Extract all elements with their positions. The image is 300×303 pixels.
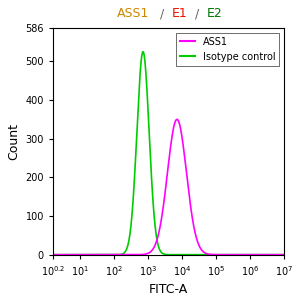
Text: ASS1: ASS1 [117,7,149,20]
Text: E2: E2 [207,7,223,20]
Text: /: / [190,7,203,20]
Text: E1: E1 [171,7,187,20]
Text: /: / [156,7,168,20]
X-axis label: FITC-A: FITC-A [149,283,188,296]
Legend: ASS1, Isotype control: ASS1, Isotype control [176,33,279,66]
Y-axis label: Count: Count [7,123,20,160]
